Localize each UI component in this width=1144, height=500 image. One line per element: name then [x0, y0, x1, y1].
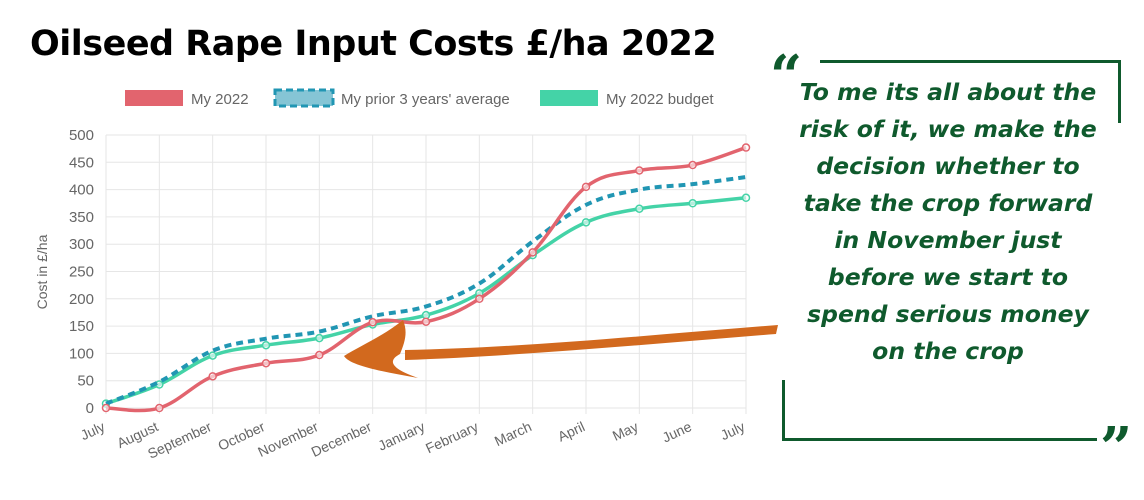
data-point	[741, 193, 751, 203]
y-tick-label: 500	[69, 127, 94, 144]
quote-bracket-bottom	[782, 380, 1097, 441]
x-tick-label: July	[718, 418, 747, 443]
y-tick-label: 300	[69, 236, 94, 253]
y-axis-ticks: 0 50 100 150 200 250 300 350 400 450 500	[69, 127, 94, 417]
chart-series	[101, 143, 751, 413]
series-my-2022	[101, 143, 751, 413]
legend-item-my-prior-3-years-average: My prior 3 years' average	[273, 88, 510, 108]
x-tick-label: March	[492, 418, 534, 449]
x-tick-label: June	[660, 418, 694, 445]
x-tick-label: January	[375, 418, 427, 454]
data-point	[581, 218, 591, 227]
y-tick-label: 450	[69, 154, 94, 171]
legend-label: My 2022	[191, 91, 249, 108]
legend-label: My prior 3 years' average	[341, 91, 510, 108]
y-tick-label: 250	[69, 264, 94, 281]
x-tick-label: April	[555, 418, 587, 444]
x-tick-label: December	[309, 418, 375, 460]
page-title: Oilseed Rape Input Costs £/ha 2022	[30, 24, 717, 64]
y-tick-label: 350	[69, 209, 94, 226]
legend-swatch	[540, 90, 598, 106]
data-point	[101, 403, 111, 413]
y-tick-label: 150	[69, 318, 94, 335]
data-point	[688, 199, 697, 208]
series-my-prior-3-years-average	[105, 175, 747, 406]
y-tick-label: 100	[69, 345, 94, 362]
y-tick-label: 0	[86, 400, 94, 417]
legend-item-my-2022-budget: My 2022 budget	[540, 90, 714, 108]
quote-bracket-top	[820, 60, 1121, 123]
close-quote-icon: ”	[1100, 415, 1133, 481]
quote-callout: “ To me its all about the risk of it, we…	[770, 48, 1132, 476]
y-tick-label: 400	[69, 182, 94, 199]
data-point	[528, 248, 537, 257]
data-point	[315, 350, 324, 360]
data-point	[368, 318, 377, 327]
legend-swatch-border	[273, 88, 335, 108]
chart-legend: My 2022 My prior 3 years' average My 2022 …	[125, 88, 714, 108]
data-point	[581, 182, 591, 192]
data-point	[315, 333, 324, 343]
legend-swatch	[125, 90, 183, 106]
x-tick-label: February	[423, 418, 481, 456]
legend-swatch	[275, 90, 333, 106]
y-axis-title: Cost in £/ha	[34, 234, 50, 309]
data-point	[208, 372, 217, 381]
legend-item-my-2022: My 2022	[125, 90, 249, 108]
data-point	[208, 351, 217, 360]
y-tick-label: 200	[69, 291, 94, 308]
legend-label: My 2022 budget	[606, 91, 714, 108]
series-line-my-prior-3-years-average	[105, 175, 747, 406]
arrow-shaft	[405, 325, 778, 360]
arrow-annotation	[344, 320, 778, 378]
arrow-head	[344, 320, 418, 378]
chart-gridlines	[105, 134, 747, 414]
data-point	[635, 166, 644, 175]
x-tick-label: May	[610, 418, 641, 444]
data-point	[155, 403, 164, 413]
data-point	[421, 317, 431, 326]
line-chart: My 2022 My prior 3 years' average My 2022 …	[34, 88, 778, 462]
data-point	[741, 143, 751, 152]
data-point	[261, 358, 271, 368]
quote-text: To me its all about the risk of it, we m…	[799, 78, 1097, 365]
data-point	[475, 294, 484, 304]
data-point	[635, 204, 644, 213]
data-point	[688, 160, 697, 170]
x-tick-label: November	[255, 418, 321, 460]
x-tick-label: July	[78, 418, 107, 443]
open-quote-icon: “	[770, 43, 803, 109]
data-point	[261, 340, 271, 350]
y-tick-label: 50	[77, 373, 94, 390]
